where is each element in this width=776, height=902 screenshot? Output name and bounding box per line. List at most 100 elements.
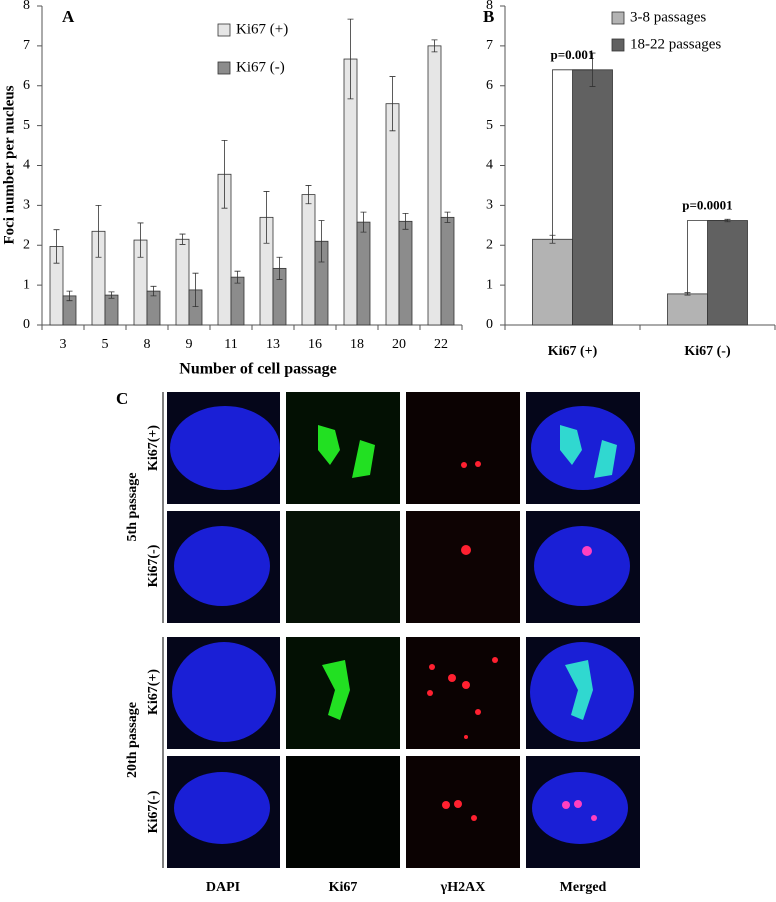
panel-label: B	[483, 7, 494, 26]
column-label: Ki67	[329, 880, 358, 895]
overlay	[565, 660, 593, 720]
y-tick-label: 7	[23, 38, 30, 53]
y-tick-label: 5	[23, 118, 30, 133]
x-tick-label: 9	[186, 337, 193, 352]
y-tick-label: 1	[486, 277, 493, 292]
error-bar	[305, 185, 312, 205]
x-tick-label: 5	[102, 337, 109, 352]
error-bar	[53, 229, 60, 264]
x-tick-label: 3	[60, 337, 67, 352]
x-tick-label: 13	[266, 337, 280, 352]
y-tick-label: 1	[23, 277, 30, 292]
bar	[398, 220, 413, 326]
error-bar	[192, 272, 199, 308]
nucleus	[531, 406, 635, 490]
bar	[532, 238, 573, 326]
focus	[461, 462, 467, 468]
image	[286, 511, 400, 623]
y-tick-label: 4	[23, 158, 30, 173]
x-tick-label: 11	[224, 337, 237, 352]
image	[406, 637, 520, 749]
x-tick-label: 20	[392, 337, 406, 352]
bar	[385, 103, 400, 326]
x-tick-label: Ki67 (-)	[684, 344, 731, 359]
x-tick-label: 18	[350, 337, 364, 352]
legend-swatch	[611, 38, 625, 52]
y-tick-label: 2	[23, 237, 30, 252]
focus	[582, 546, 592, 556]
image	[406, 511, 520, 623]
legend-swatch	[217, 61, 231, 75]
x-tick-label: 22	[434, 337, 448, 352]
nucleus	[174, 526, 270, 606]
nucleus	[172, 642, 276, 742]
y-tick-label: 4	[486, 158, 493, 173]
error-bar	[108, 291, 115, 299]
group-label: 20th passage	[125, 702, 140, 778]
row-label: Ki67(-)	[146, 544, 161, 587]
column-label: Merged	[560, 880, 607, 895]
bar	[707, 220, 748, 326]
annotation: p=0.001	[551, 47, 595, 62]
nucleus	[534, 526, 630, 606]
image	[286, 756, 400, 868]
y-tick-label: 0	[23, 317, 30, 332]
error-bar	[402, 212, 409, 230]
y-tick-label: 6	[486, 78, 493, 93]
micrographs	[167, 392, 640, 868]
nucleus	[170, 406, 280, 490]
ki67-signal	[318, 425, 375, 478]
significance-bracket	[687, 220, 728, 294]
x-tick-label: 8	[144, 337, 151, 352]
column-label: DAPI	[206, 880, 240, 895]
y-tick-label: 8	[486, 0, 493, 13]
y-tick-label: 0	[486, 317, 493, 332]
y-tick-label: 7	[486, 38, 493, 53]
ki67-signal	[322, 660, 350, 720]
y-tick-label: 5	[486, 118, 493, 133]
error-bar	[347, 18, 354, 100]
overlay	[560, 425, 617, 478]
error-bar	[431, 39, 438, 53]
focus	[475, 461, 481, 467]
y-tick-label: 8	[23, 0, 30, 13]
focus	[461, 545, 471, 555]
image	[406, 756, 520, 868]
y-tick-label: 3	[23, 198, 30, 213]
image	[406, 392, 520, 504]
nucleus	[174, 772, 270, 844]
image	[286, 392, 400, 504]
y-tick-label: 3	[486, 198, 493, 213]
significance-bracket	[552, 69, 593, 240]
error-bar	[179, 233, 186, 245]
bar	[667, 293, 708, 326]
bar	[440, 216, 455, 326]
error-bar	[234, 270, 241, 284]
row-label: Ki67(+)	[146, 669, 161, 715]
error-bar	[221, 139, 228, 209]
group-label: 5th passage	[125, 473, 140, 542]
error-bar	[360, 211, 367, 233]
panel-label: A	[62, 7, 75, 26]
legend-label: Ki67 (-)	[236, 59, 285, 75]
bar	[230, 276, 245, 326]
error-bar	[137, 222, 144, 258]
error-bar	[150, 285, 157, 297]
x-tick-label: 16	[308, 337, 322, 352]
bar	[356, 221, 371, 326]
bar	[301, 194, 316, 326]
error-bar	[318, 220, 325, 263]
annotation: p=0.0001	[682, 198, 732, 213]
bar	[427, 45, 442, 326]
error-bar	[444, 211, 451, 223]
y-tick-label: 2	[486, 237, 493, 252]
error-bar	[95, 204, 102, 258]
column-label: γH2AX	[440, 880, 486, 895]
row-label: Ki67(+)	[146, 425, 161, 471]
error-bar	[276, 256, 283, 280]
legend-label: Ki67 (+)	[236, 21, 288, 37]
error-bar	[263, 191, 270, 244]
error-bar	[389, 76, 396, 132]
legend-label: 3-8 passages	[630, 9, 706, 25]
